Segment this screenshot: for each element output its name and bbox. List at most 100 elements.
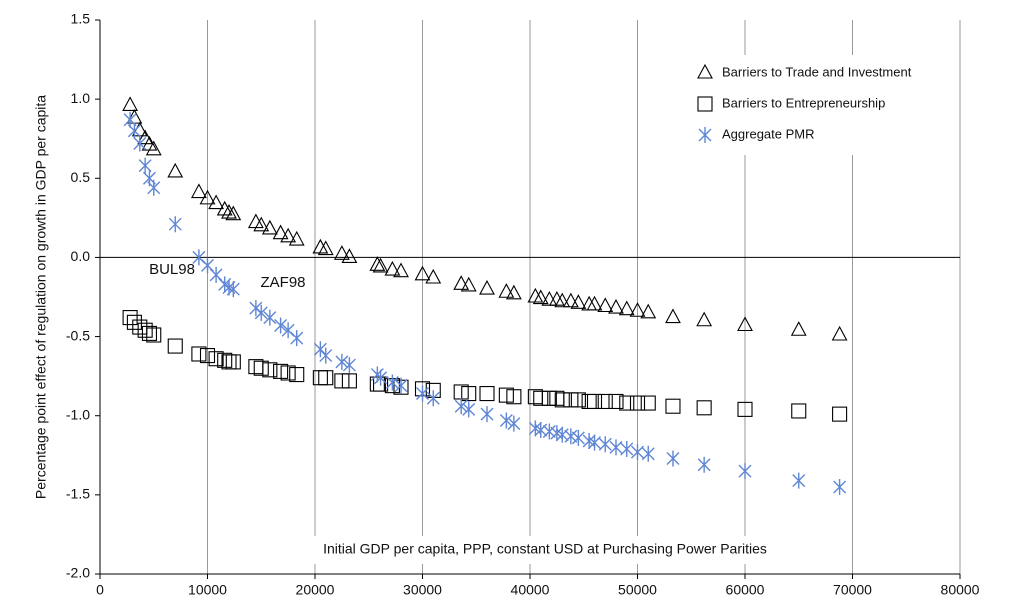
point: [253, 360, 269, 376]
triangle: [216, 200, 233, 216]
point: [385, 374, 399, 391]
triangle: [272, 224, 289, 240]
point: [167, 162, 184, 178]
asterisk: [698, 127, 712, 143]
asterisk: [641, 445, 655, 462]
asterisk: [147, 179, 161, 196]
point: [588, 434, 601, 451]
triangle: [586, 295, 603, 311]
point: [548, 291, 565, 306]
point: [263, 309, 277, 326]
point: [274, 317, 288, 334]
point: [208, 351, 224, 367]
point: [290, 330, 304, 347]
point: [225, 205, 242, 221]
point: [288, 230, 305, 246]
point: [582, 433, 596, 450]
triangle: [697, 63, 713, 79]
point: [341, 373, 357, 389]
triangle: [312, 238, 329, 254]
point: [598, 436, 612, 453]
triangle: [199, 189, 216, 205]
point: [317, 240, 334, 256]
point: [318, 370, 334, 386]
asterisk: [426, 390, 440, 407]
point: [618, 300, 635, 316]
x-tick-label: 40000: [511, 582, 550, 598]
triangle: [167, 162, 184, 178]
point: [426, 390, 440, 407]
y-tick-label: 0.5: [71, 169, 91, 185]
point: [550, 425, 564, 442]
asterisk: [564, 428, 578, 445]
point: [832, 406, 848, 422]
y-tick-label: 1.0: [71, 90, 91, 106]
square: [832, 406, 848, 422]
point: [217, 352, 233, 368]
asterisk: [335, 353, 349, 370]
x-tick-label: 10000: [188, 582, 227, 598]
asterisk: [499, 412, 513, 429]
point: [190, 183, 207, 199]
point: [384, 260, 401, 276]
annotation: BUL98: [149, 261, 195, 278]
y-tick-label: -2.0: [66, 565, 90, 581]
square: [225, 354, 241, 370]
triangle: [145, 140, 162, 156]
point: [666, 450, 680, 467]
triangle: [253, 216, 270, 232]
asterisk: [542, 423, 556, 440]
point: [698, 127, 712, 143]
square: [208, 351, 224, 367]
x-tick-label: 70000: [833, 582, 872, 598]
y-axis-label: Percentage point effect of regulation on…: [33, 95, 49, 499]
point: [737, 316, 753, 332]
square: [791, 403, 807, 419]
point: [132, 319, 148, 335]
square: [554, 392, 570, 408]
asterisk: [588, 434, 601, 451]
triangle: [425, 268, 442, 284]
square: [146, 327, 162, 343]
legend-label: Barriers to Entrepreneurship: [722, 95, 885, 110]
x-label-box: [240, 536, 840, 564]
asterisk: [385, 374, 399, 391]
asterisk: [631, 444, 644, 461]
triangle: [696, 311, 713, 327]
square: [586, 393, 603, 410]
point: [216, 200, 233, 216]
point: [141, 325, 157, 341]
point: [640, 395, 656, 411]
square: [217, 352, 233, 368]
triangle: [317, 240, 334, 256]
point: [394, 377, 408, 394]
point: [696, 400, 712, 416]
point: [137, 129, 154, 145]
square: [262, 362, 278, 378]
square: [167, 338, 183, 354]
point: [341, 248, 358, 263]
asterisk: [263, 309, 277, 326]
point: [372, 257, 389, 273]
point: [416, 385, 429, 402]
annotation: ZAF98: [260, 274, 305, 291]
point: [199, 189, 216, 205]
y-tick-label: -0.5: [66, 327, 90, 343]
point: [608, 298, 624, 314]
point: [122, 310, 138, 326]
point: [640, 303, 657, 319]
triangle: [640, 303, 657, 319]
asterisk: [319, 347, 333, 364]
point: [221, 203, 237, 219]
square: [253, 360, 269, 376]
point: [342, 357, 356, 374]
point: [507, 415, 521, 432]
legend-box: [690, 55, 952, 155]
point: [570, 392, 586, 408]
point: [138, 157, 152, 174]
point: [208, 194, 225, 210]
point: [191, 346, 207, 362]
point: [480, 406, 494, 423]
asterisk: [598, 436, 612, 453]
